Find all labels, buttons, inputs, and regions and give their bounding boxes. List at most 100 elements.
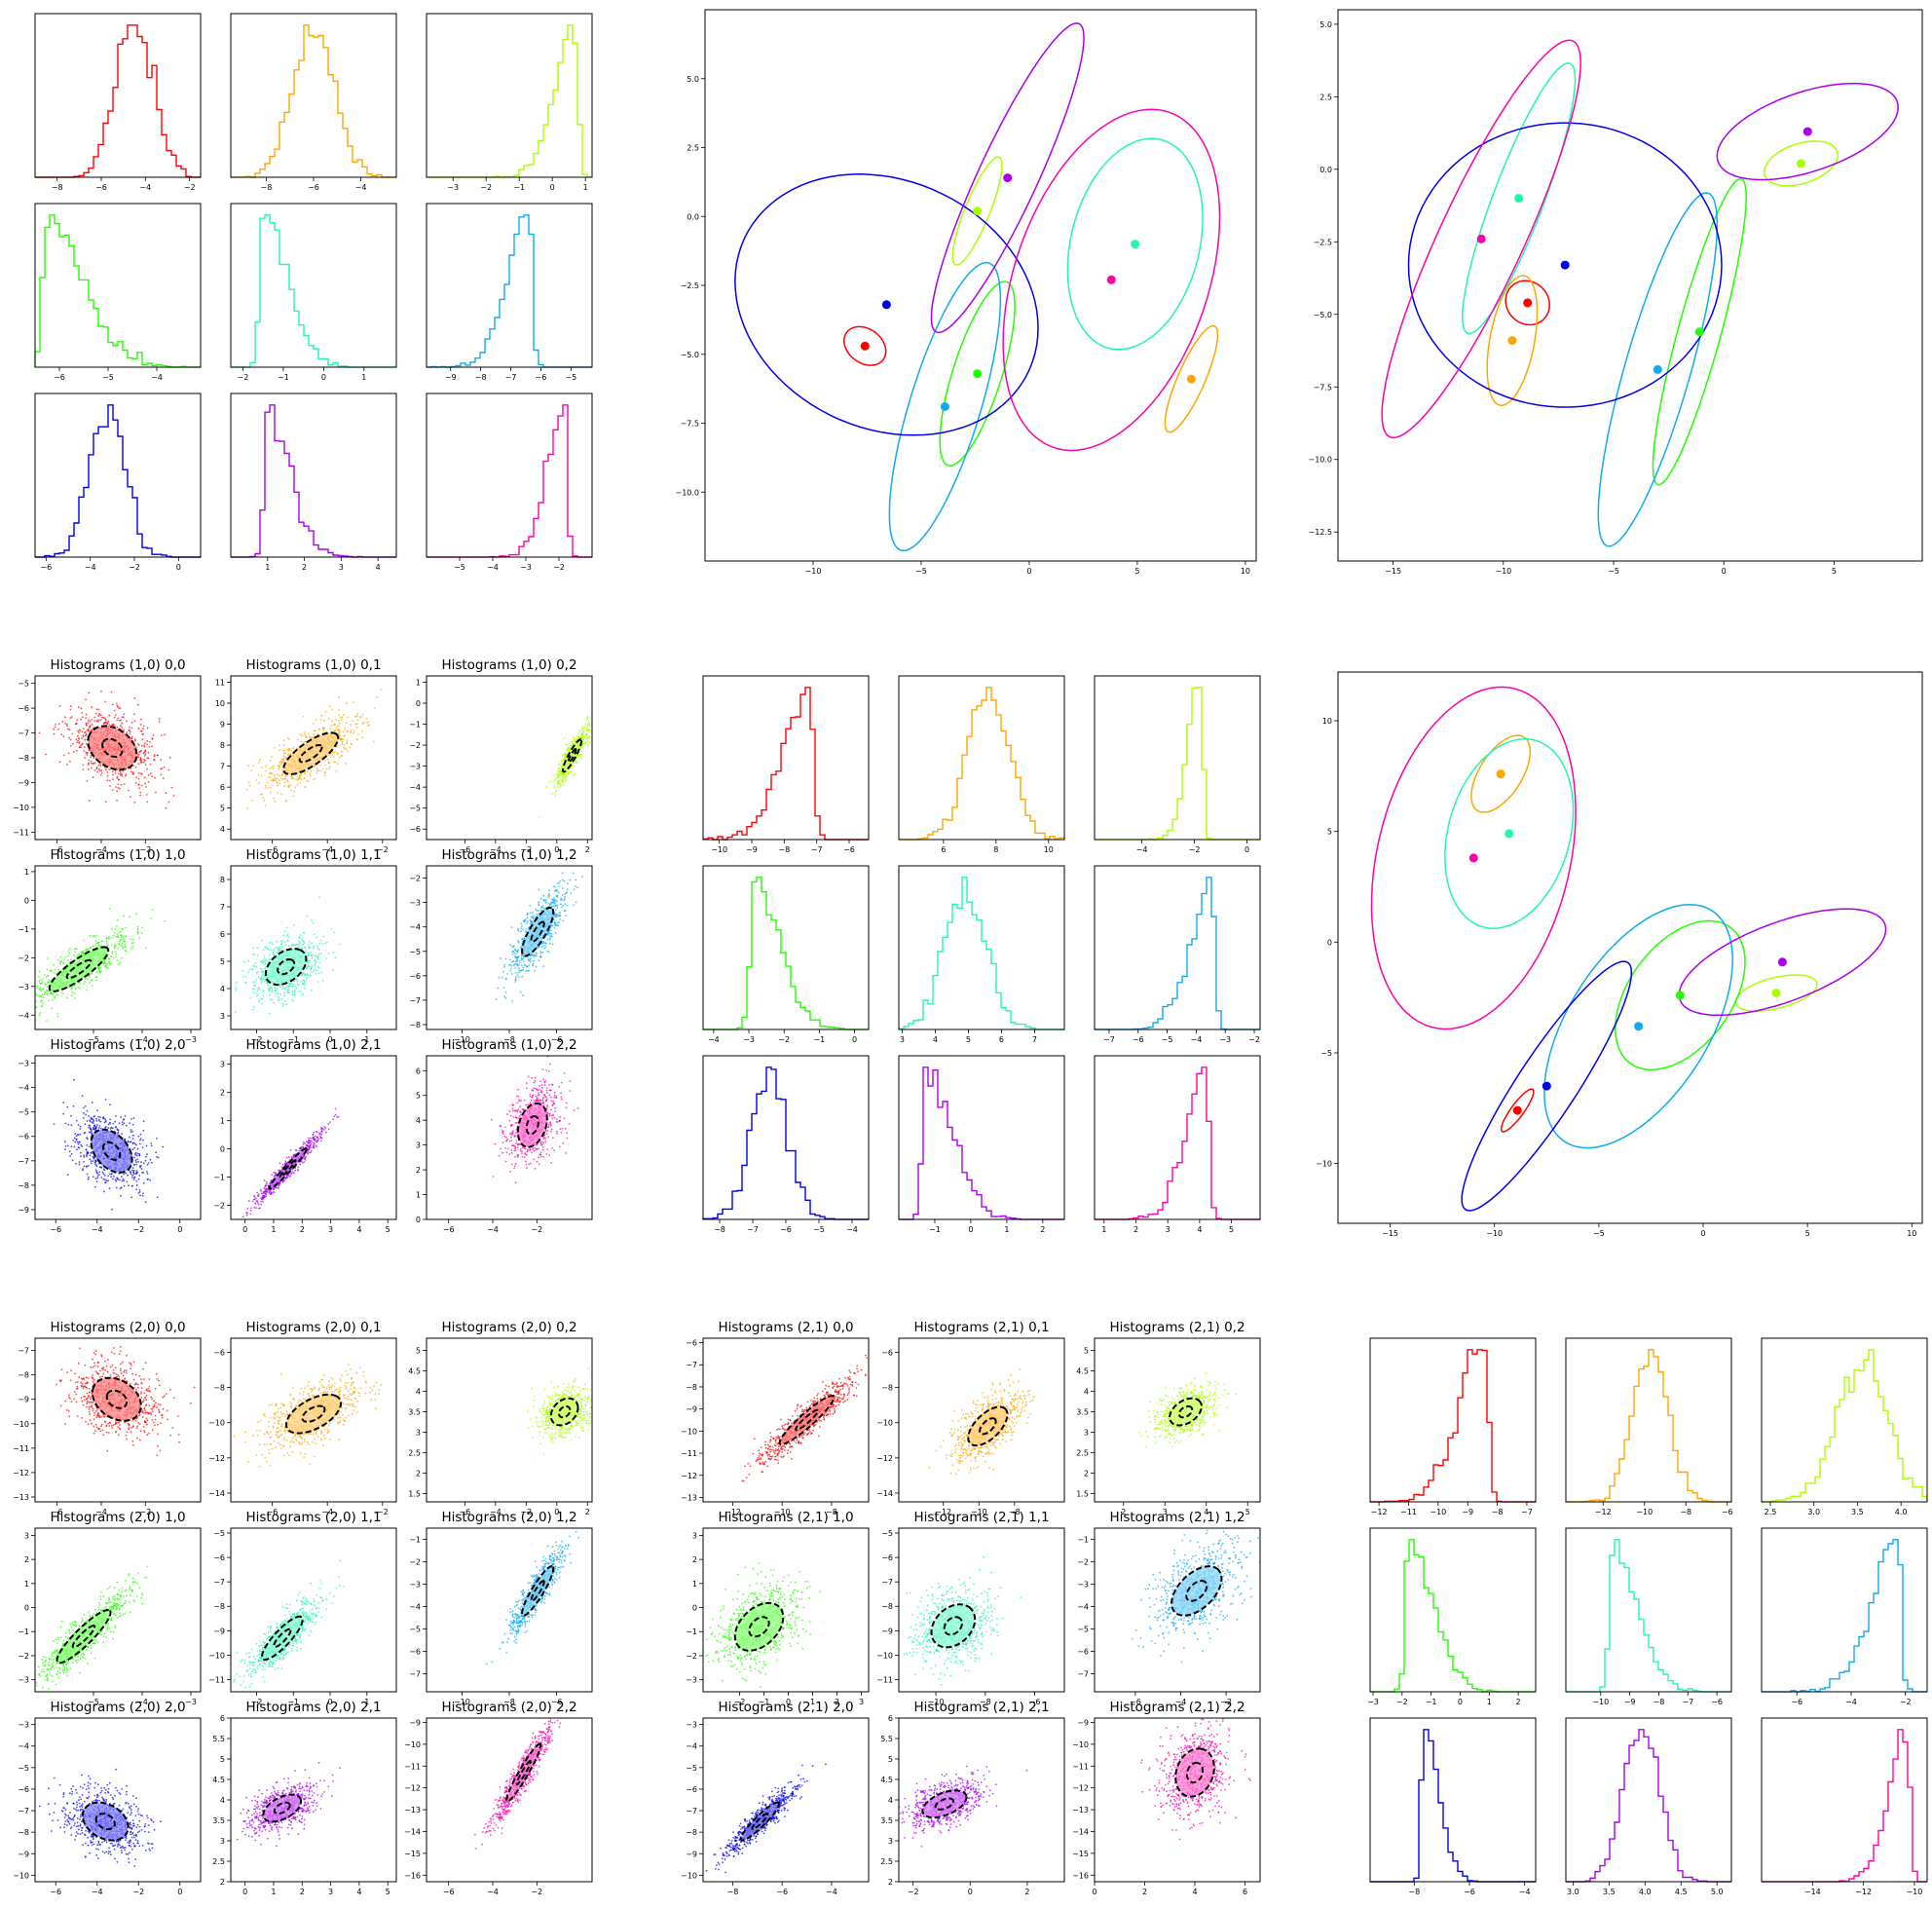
scatter-point [69, 948, 71, 951]
scatter-point [97, 1127, 100, 1129]
scatter-point [63, 716, 66, 719]
scatter-point [344, 727, 346, 730]
scatter-point [308, 943, 311, 946]
scatter-point [584, 742, 586, 745]
scatter-point [64, 1148, 66, 1151]
x-tick-label: −2 [553, 563, 565, 572]
scatter-point [287, 747, 290, 750]
scatter-point [90, 979, 93, 982]
x-tick-label: −10 [1636, 1508, 1653, 1516]
scatter-point [503, 965, 505, 968]
histogram-step-line [231, 404, 396, 558]
scatter-point [278, 765, 280, 767]
scatter-point [315, 972, 317, 975]
density-contour-outer [264, 948, 308, 987]
scatter-point [311, 956, 314, 959]
scatter-point [301, 993, 304, 996]
scatter-point [33, 1008, 35, 1010]
scatter-point [140, 1161, 143, 1164]
x-tick-label: 3.5 [1851, 1508, 1864, 1516]
scatter-point [132, 941, 135, 944]
scatter-point [580, 756, 582, 758]
scatter-point [136, 932, 139, 935]
scatter-point [517, 928, 519, 930]
x-tick-label: −1 [929, 1225, 941, 1234]
scatter-point [105, 937, 108, 940]
scatter-point [167, 801, 170, 804]
scatter-point [133, 802, 136, 804]
scatter-point [523, 918, 525, 921]
scatter-point [578, 754, 580, 757]
scatter-point [338, 737, 341, 739]
scatter-point [315, 777, 316, 780]
scatter-point [581, 730, 583, 732]
scatter-point [247, 959, 249, 962]
scatter-point [547, 892, 550, 895]
x-tick-label: 4 [376, 563, 381, 572]
scatter-point [559, 783, 562, 786]
scatter-point [356, 715, 359, 717]
scatter-point [106, 723, 108, 726]
scatter-point [332, 969, 335, 971]
scatter-point [305, 951, 308, 954]
scatter-point [362, 721, 364, 724]
scatter-point [582, 736, 584, 739]
scatter-point [310, 954, 313, 957]
scatter-point [550, 905, 553, 908]
scatter-point [309, 975, 312, 978]
scatter-point [54, 995, 56, 997]
scatter-point [268, 942, 271, 944]
scatter-point [121, 727, 124, 729]
scatter-point [79, 987, 81, 990]
axes-frame [426, 865, 593, 1030]
scatter-point [298, 775, 301, 778]
scatter-point [336, 729, 339, 730]
scatter-point [129, 732, 131, 735]
scatter-point [307, 954, 310, 956]
scatter-point [143, 745, 146, 748]
scatter-point [265, 946, 268, 949]
scatter-point [552, 779, 554, 782]
scatter-point [269, 998, 272, 1001]
scatter-point [75, 1119, 78, 1122]
scatter-point [542, 941, 545, 943]
scatter-point [123, 713, 126, 716]
scatter-point [548, 942, 551, 945]
scatter-point [142, 752, 145, 755]
scatter-point [147, 773, 150, 776]
scatter-point [141, 1146, 144, 1149]
scatter-point [332, 754, 334, 756]
scatter-point [98, 769, 101, 772]
scatter-point [50, 981, 52, 984]
scatter-point [566, 891, 568, 894]
scatter-point [561, 762, 563, 765]
scatter-point [83, 1160, 85, 1163]
scatter-point [589, 730, 592, 732]
scatter-point [108, 714, 111, 717]
scatter-point [259, 759, 261, 762]
scatter-point [307, 780, 310, 782]
scatter-point [107, 1123, 110, 1126]
scatter-point [510, 967, 512, 970]
scatter-point [338, 731, 341, 733]
scatter-point [313, 946, 316, 949]
scatter-point [573, 904, 576, 907]
scatter-point [41, 993, 44, 996]
y-tick-label: −4 [409, 923, 421, 932]
scatter-point [43, 988, 45, 990]
scatter-point [510, 973, 513, 975]
scatter-point [164, 733, 167, 736]
y-tick-label: 7 [220, 903, 225, 912]
scatter-point [91, 972, 93, 975]
scatter-point [85, 734, 87, 737]
scatter-point [553, 792, 556, 795]
scatter-point [282, 949, 285, 952]
scatter-point [516, 940, 519, 942]
scatter-point [137, 783, 140, 786]
scatter-point [581, 733, 583, 736]
x-tick-label: 3 [1166, 1225, 1170, 1234]
scatter-point [529, 912, 532, 915]
scatter-point [38, 975, 40, 978]
scatter-point [38, 980, 41, 983]
